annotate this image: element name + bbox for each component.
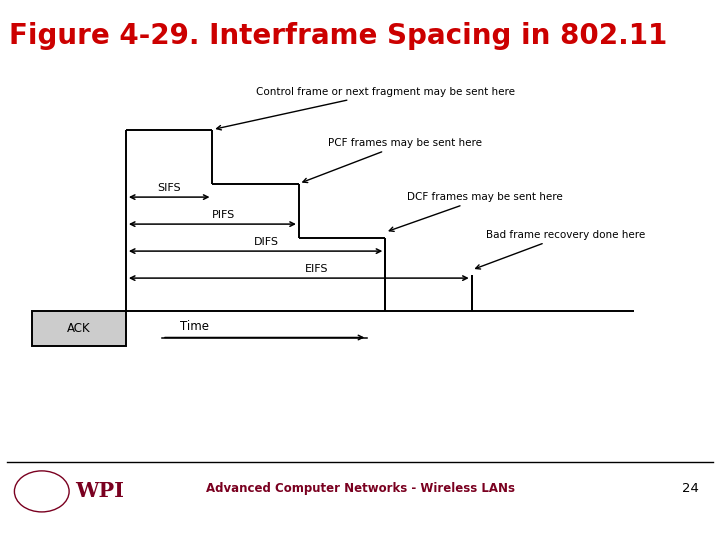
- Text: EIFS: EIFS: [305, 264, 328, 274]
- Text: WPI: WPI: [76, 481, 125, 502]
- Text: ACK: ACK: [68, 321, 91, 335]
- Text: Bad frame recovery done here: Bad frame recovery done here: [476, 230, 645, 269]
- Text: SIFS: SIFS: [158, 183, 181, 193]
- Text: Figure 4-29. Interframe Spacing in 802.11: Figure 4-29. Interframe Spacing in 802.1…: [9, 22, 667, 50]
- Text: DCF frames may be sent here: DCF frames may be sent here: [390, 192, 562, 231]
- Text: PIFS: PIFS: [212, 210, 235, 220]
- Text: Time: Time: [180, 320, 209, 333]
- Bar: [32, 310, 126, 346]
- Text: Control frame or next fragment may be sent here: Control frame or next fragment may be se…: [217, 87, 515, 130]
- Text: PCF frames may be sent here: PCF frames may be sent here: [303, 138, 482, 183]
- Text: 24: 24: [682, 482, 698, 495]
- Text: Advanced Computer Networks - Wireless LANs: Advanced Computer Networks - Wireless LA…: [205, 482, 515, 495]
- Text: DIFS: DIFS: [254, 237, 279, 247]
